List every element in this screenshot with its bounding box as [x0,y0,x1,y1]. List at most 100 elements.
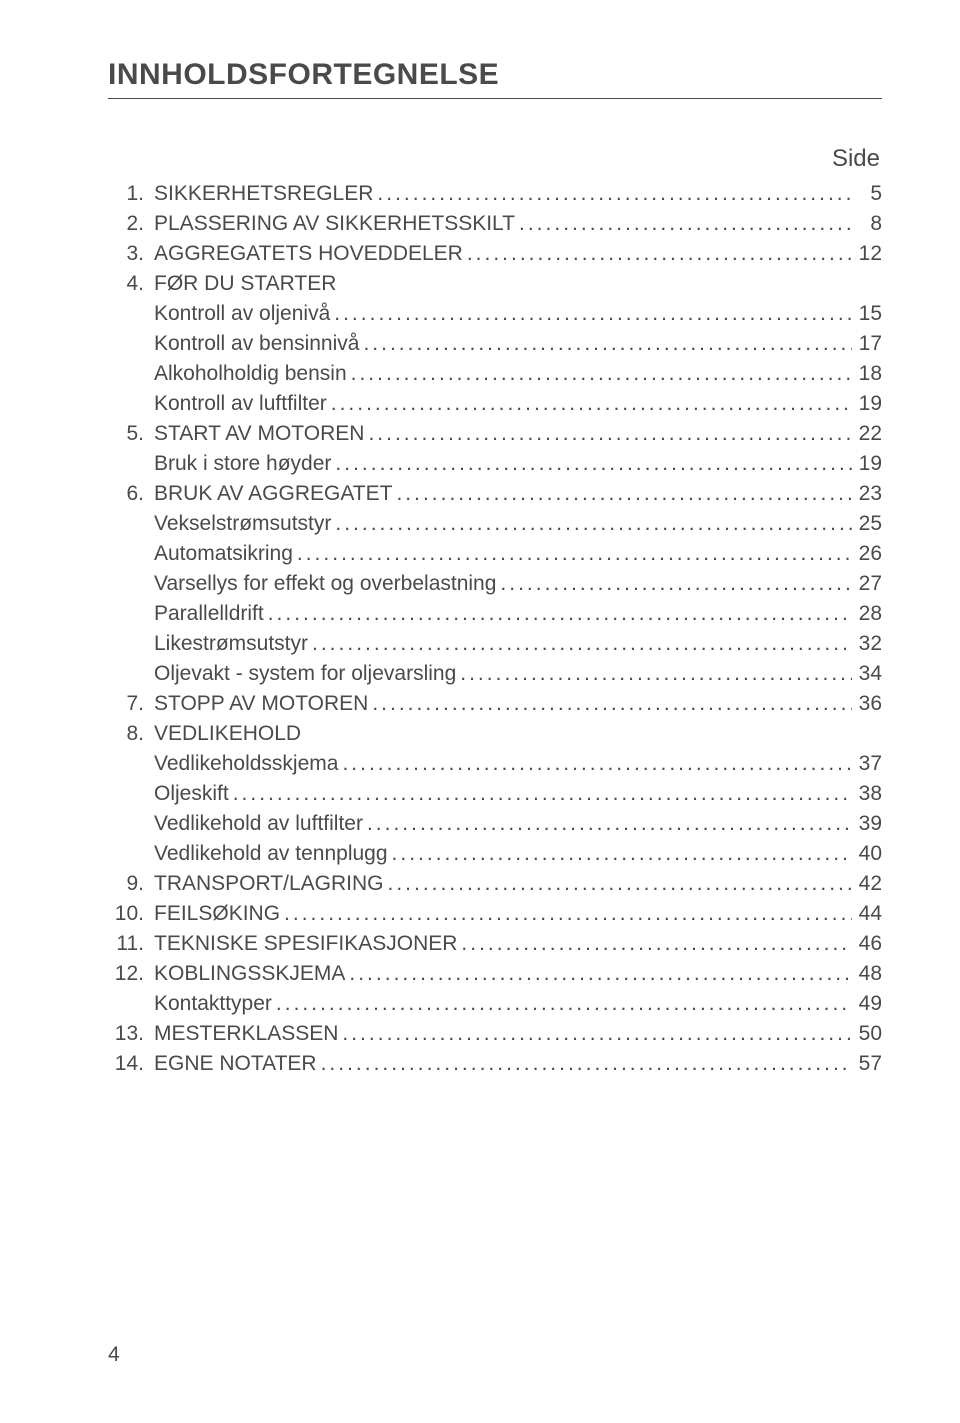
toc-leader [272,993,852,1014]
toc-label: TEKNISKE SPESIFIKASJONER [154,933,457,954]
toc-row: 4.FØR DU STARTER [108,273,882,294]
toc-label: Vekselstrømsutstyr [154,513,331,534]
toc-leader [388,843,852,864]
toc-number: 6. [108,483,154,504]
toc-leader [327,393,852,414]
toc-leader [338,1023,852,1044]
toc-number: 3. [108,243,154,264]
toc-label: MESTERKLASSEN [154,1023,338,1044]
toc-leader [456,663,852,684]
toc-page: 40 [852,843,882,864]
toc-row: 11.TEKNISKE SPESIFIKASJONER 46 [108,933,882,954]
toc-row: Likestrømsutstyr 32 [108,633,882,654]
toc-row: 3.AGGREGATETS HOVEDDELER 12 [108,243,882,264]
toc-leader [392,483,852,504]
toc-row: Automatsikring26 [108,543,882,564]
toc-column-header: Side [108,145,882,173]
toc-number: 14. [108,1053,154,1074]
toc-label: Automatsikring [154,543,293,564]
toc-leader [496,573,852,594]
toc-label: Vedlikehold av tennplugg [154,843,388,864]
toc-row: 12.KOBLINGSSKJEMA48 [108,963,882,984]
toc-row: 2.PLASSERING AV SIKKERHETSSKILT 8 [108,213,882,234]
toc-label: Oljeskift [154,783,229,804]
toc-row: Vedlikehold av tennplugg 40 [108,843,882,864]
toc-page: 49 [852,993,882,1014]
table-of-contents: 1.SIKKERHETSREGLER52.PLASSERING AV SIKKE… [108,183,882,1074]
page-title: INNHOLDSFORTEGNELSE [108,58,882,99]
toc-row: 9.TRANSPORT/LAGRING42 [108,873,882,894]
toc-page: 19 [852,453,882,474]
toc-row: 8.VEDLIKEHOLD [108,723,882,744]
toc-leader [363,813,852,834]
toc-row: Vedlikeholdsskjema 37 [108,753,882,774]
toc-page: 34 [852,663,882,684]
toc-leader [347,363,852,384]
toc-label: Vedlikeholdsskjema [154,753,338,774]
toc-row: 13.MESTERKLASSEN50 [108,1023,882,1044]
toc-page: 28 [852,603,882,624]
toc-page: 8 [852,213,882,234]
toc-number: 8. [108,723,154,744]
toc-row: Alkoholholdig bensin 18 [108,363,882,384]
toc-page: 32 [852,633,882,654]
toc-leader [463,243,852,264]
toc-leader [359,333,852,354]
toc-page: 48 [852,963,882,984]
toc-number: 2. [108,213,154,234]
toc-leader [229,783,852,804]
toc-label: Parallelldrift [154,603,264,624]
toc-row: Oljeskift 38 [108,783,882,804]
toc-leader [338,753,852,774]
toc-page: 37 [852,753,882,774]
toc-number: 4. [108,273,154,294]
toc-label: Bruk i store høyder [154,453,331,474]
toc-label: Kontakttyper [154,993,272,1014]
toc-page: 5 [852,183,882,204]
toc-label: TRANSPORT/LAGRING [154,873,383,894]
toc-page: 23 [852,483,882,504]
toc-label: Alkoholholdig bensin [154,363,347,384]
toc-row: Bruk i store høyder 19 [108,453,882,474]
toc-label: Kontroll av bensinnivå [154,333,359,354]
toc-page: 19 [852,393,882,414]
toc-leader [330,303,852,324]
toc-page: 39 [852,813,882,834]
toc-number: 5. [108,423,154,444]
toc-page: 18 [852,363,882,384]
toc-leader [331,453,852,474]
toc-row: Vekselstrømsutstyr 25 [108,513,882,534]
toc-label: PLASSERING AV SIKKERHETSSKILT [154,213,515,234]
toc-page: 42 [852,873,882,894]
toc-number: 11. [108,933,154,954]
toc-leader [280,903,852,924]
toc-label: BRUK AV AGGREGATET [154,483,392,504]
toc-label: AGGREGATETS HOVEDDELER [154,243,463,264]
toc-page: 25 [852,513,882,534]
toc-row: 5.START AV MOTOREN22 [108,423,882,444]
toc-row: 7.STOPP AV MOTOREN36 [108,693,882,714]
toc-row: Oljevakt - system for oljevarsling34 [108,663,882,684]
toc-label: FØR DU STARTER [154,273,336,294]
toc-number: 1. [108,183,154,204]
toc-page: 36 [852,693,882,714]
toc-label: Vedlikehold av luftfilter [154,813,363,834]
toc-label: STOPP AV MOTOREN [154,693,368,714]
toc-page: 15 [852,303,882,324]
toc-leader [264,603,852,624]
toc-page: 38 [852,783,882,804]
toc-leader [373,183,852,204]
toc-leader [293,543,852,564]
toc-page: 50 [852,1023,882,1044]
toc-label: EGNE NOTATER [154,1053,317,1074]
toc-page: 46 [852,933,882,954]
toc-leader [317,1053,852,1074]
toc-row: Vedlikehold av luftfilter 39 [108,813,882,834]
toc-leader [331,513,852,534]
toc-page: 12 [852,243,882,264]
toc-leader [383,873,852,894]
toc-row: 6.BRUK AV AGGREGATET 23 [108,483,882,504]
toc-row: Varsellys for effekt og overbelastning27 [108,573,882,594]
toc-label: Likestrømsutstyr [154,633,308,654]
toc-label: Varsellys for effekt og overbelastning [154,573,496,594]
